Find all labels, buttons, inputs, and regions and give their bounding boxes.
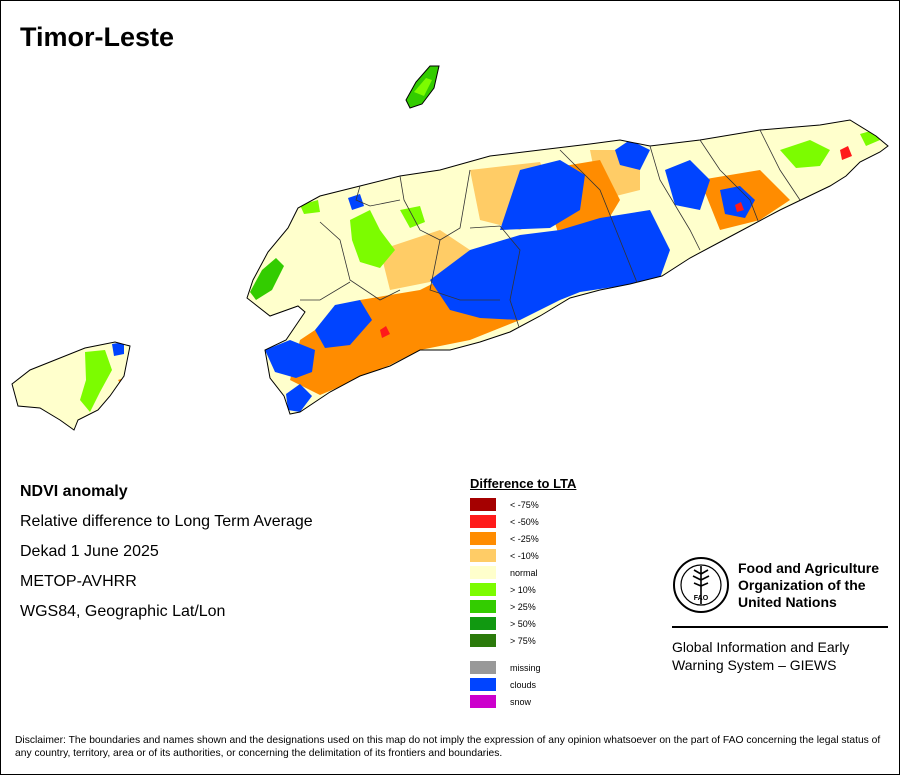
- legend-item: < -75%: [470, 496, 630, 513]
- period-label: Dekad 1 June 2025: [20, 543, 159, 560]
- fao-divider: [672, 626, 888, 628]
- ndvi-map: [11, 65, 889, 431]
- disclaimer-text: Disclaimer: The boundaries and names sho…: [15, 735, 881, 759]
- legend-swatch: [470, 549, 496, 562]
- legend-special-classes: missing clouds snow: [470, 659, 630, 710]
- legend-classes: < -75% < -50% < -25% < -10% normal > 10% > 25%…: [470, 496, 630, 649]
- fao-org-line-2: Organization of the: [738, 576, 866, 593]
- legend-label: clouds: [510, 679, 537, 690]
- fao-branding: FAO Food and Agriculture Organization of…: [672, 556, 888, 674]
- map-info-block: NDVI anomaly Relative difference to Long…: [20, 482, 313, 632]
- legend-swatch: [470, 661, 496, 674]
- legend-label: < -25%: [510, 533, 539, 544]
- legend-item: > 50%: [470, 615, 630, 632]
- projection-label: WGS84, Geographic Lat/Lon: [20, 603, 226, 620]
- legend-item: snow: [470, 693, 630, 710]
- legend-label: missing: [510, 662, 541, 673]
- oecusse-enclave-land: [12, 342, 130, 430]
- oecusse-anomaly: [80, 342, 124, 412]
- fao-org-line-1: Food and Agriculture: [738, 559, 880, 576]
- legend-item: > 10%: [470, 581, 630, 598]
- legend-swatch: [470, 617, 496, 630]
- legend-swatch: [470, 600, 496, 613]
- legend-item: clouds: [470, 676, 630, 693]
- district-boundaries: [300, 129, 801, 331]
- legend-label: normal: [510, 567, 538, 578]
- legend-swatch: [470, 515, 496, 528]
- product-description: Relative difference to Long Term Average: [20, 513, 313, 530]
- svg-text:FAO: FAO: [694, 595, 709, 602]
- legend-label: < -50%: [510, 516, 539, 527]
- fao-logo-icon: FAO: [673, 557, 729, 613]
- legend-label: > 50%: [510, 618, 536, 629]
- legend-label: < -75%: [510, 499, 539, 510]
- legend-item: < -50%: [470, 513, 630, 530]
- fao-org-line-3: United Nations: [738, 593, 837, 610]
- legend-label: > 10%: [510, 584, 536, 595]
- legend-item: < -10%: [470, 547, 630, 564]
- legend-swatch: [470, 678, 496, 691]
- legend-item: missing: [470, 659, 630, 676]
- legend-item: normal: [470, 564, 630, 581]
- map-title: Timor-Leste: [20, 22, 175, 52]
- legend-label: > 75%: [510, 635, 536, 646]
- legend-title: Difference to LTA: [470, 476, 577, 491]
- legend-item: < -25%: [470, 530, 630, 547]
- legend-label: < -10%: [510, 550, 539, 561]
- legend-label: snow: [510, 696, 532, 707]
- legend-swatch: [470, 634, 496, 647]
- legend-swatch: [470, 566, 496, 579]
- legend-item: > 75%: [470, 632, 630, 649]
- map-legend: Difference to LTA < -75% < -50% < -25% < -1…: [470, 476, 630, 710]
- atauro-anomaly: [406, 66, 439, 108]
- legend-item: > 25%: [470, 598, 630, 615]
- product-name: NDVI anomaly: [20, 483, 128, 500]
- giews-line-2: Warning System – GIEWS: [672, 657, 837, 673]
- legend-swatch: [470, 695, 496, 708]
- main-island-anomaly: [250, 130, 880, 412]
- giews-line-1: Global Information and Early: [672, 639, 850, 655]
- legend-swatch: [470, 583, 496, 596]
- legend-swatch: [470, 532, 496, 545]
- sensor-label: METOP-AVHRR: [20, 573, 137, 590]
- legend-label: > 25%: [510, 601, 536, 612]
- legend-swatch: [470, 498, 496, 511]
